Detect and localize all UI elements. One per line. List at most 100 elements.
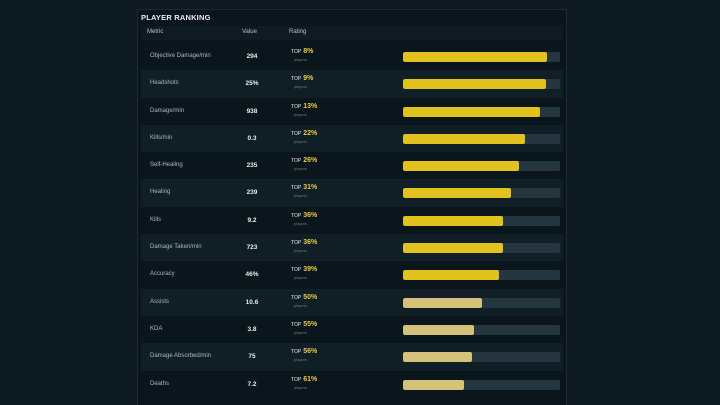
rating: TOP 26% players <box>291 157 331 172</box>
rating-sub-label: players <box>294 220 307 226</box>
percentile-bar <box>403 188 560 199</box>
metric-value: 0.3 <box>247 134 257 142</box>
percentile-bar <box>403 324 560 335</box>
percentile-bar-fill <box>403 188 512 199</box>
rating-top-label: TOP <box>291 349 302 356</box>
rating-top-label: TOP <box>291 294 302 301</box>
rating-top-label: TOP <box>291 76 302 83</box>
rating-sub-label: players <box>294 329 307 335</box>
metric-value: 10.6 <box>245 298 259 306</box>
table-row: Kills/min 0.3 TOP 22% players <box>141 124 563 153</box>
percentile-bar-fill <box>403 52 548 62</box>
table-row: Damage Absorbed/min 75 TOP 56% players <box>141 343 563 371</box>
rating: TOP 8% players <box>291 48 331 63</box>
metric-value: 3.8 <box>247 325 257 333</box>
rating: TOP 55% players <box>291 321 331 336</box>
metric-value: 9.2 <box>247 216 257 224</box>
rating-sub-label: players <box>294 302 307 308</box>
metric-label: Headshots <box>150 80 179 87</box>
table-row: Damage Taken/min 723 TOP 36% players <box>141 234 563 262</box>
table-row: Self-Healing 235 TOP 26% players <box>141 152 563 179</box>
rating-percentile: 55% <box>303 320 318 328</box>
percentile-bar-fill <box>403 270 499 281</box>
rating: TOP 56% players <box>291 348 331 363</box>
rating-percentile: 39% <box>303 266 318 274</box>
rating-sub-label: players <box>294 275 307 281</box>
rating-percentile: 13% <box>303 102 318 110</box>
percentile-bar-fill <box>403 161 520 172</box>
metric-label: Assists <box>150 298 170 305</box>
rating-percentile: 36% <box>303 239 318 247</box>
percentile-bar-fill <box>403 297 482 308</box>
percentile-bar <box>403 52 560 62</box>
table-row: Kills 9.2 TOP 36% players <box>141 207 563 234</box>
percentile-bar-fill <box>403 324 474 335</box>
rating-sub-label: players <box>294 357 307 363</box>
metric-label: Kills/min <box>150 134 173 141</box>
metric-value: 46% <box>245 271 259 279</box>
rating: TOP 22% players <box>291 130 331 145</box>
percentile-bar <box>403 352 560 363</box>
metric-label: Objective Damage/min <box>150 53 211 59</box>
column-header-metric: Metric <box>147 29 164 35</box>
rating-sub-label: players <box>294 84 307 90</box>
rating-top-label: TOP <box>291 212 302 219</box>
metric-label: Damage/min <box>150 107 185 114</box>
metric-label: Accuracy <box>150 271 175 278</box>
metric-value: 75 <box>248 353 256 361</box>
column-header-rating: Rating <box>289 29 307 35</box>
rating-sub-label: players <box>294 138 307 144</box>
metric-label: Kills <box>150 216 162 223</box>
rating-top-label: TOP <box>291 49 302 55</box>
table-row: Headshots 25% TOP 9% players <box>141 70 563 98</box>
metric-value: 7.2 <box>247 380 257 388</box>
percentile-bar <box>403 79 560 90</box>
player-ranking-panel: PLAYER RANKING Metric Value Rating Objec… <box>137 9 567 405</box>
metric-value: 938 <box>246 107 258 115</box>
rating-top-label: TOP <box>291 158 302 165</box>
percentile-bar-fill <box>403 352 473 363</box>
percentile-bar-fill <box>403 243 504 254</box>
table-row: KDA 3.8 TOP 55% players <box>141 316 563 343</box>
rating-sub-label: players <box>294 248 307 254</box>
rating-percentile: 56% <box>303 348 318 356</box>
percentile-bar <box>403 243 560 254</box>
rating-percentile: 8% <box>303 48 314 55</box>
rating-percentile: 9% <box>303 75 314 83</box>
rating-percentile: 22% <box>303 129 318 137</box>
rating-sub-label: players <box>294 384 307 390</box>
rating: TOP 31% players <box>291 184 331 199</box>
rating: TOP 50% players <box>291 294 331 309</box>
rating-sub-label: players <box>294 193 307 199</box>
rating-percentile: 36% <box>303 211 318 219</box>
percentile-bar <box>403 297 560 308</box>
metric-value: 294 <box>246 53 258 60</box>
rating-percentile: 61% <box>303 375 318 383</box>
percentile-bar-fill <box>403 379 465 390</box>
table-header: Metric Value Rating <box>141 26 563 40</box>
table-row: Damage/min 938 TOP 13% players <box>141 98 563 125</box>
rating: TOP 13% players <box>291 103 331 118</box>
table-row: Healing 239 TOP 31% players <box>141 179 563 207</box>
rating-percentile: 31% <box>303 184 318 192</box>
metric-label: KDA <box>150 325 163 332</box>
rating: TOP 61% players <box>291 376 331 391</box>
table-row: Deaths 7.2 TOP 61% players <box>141 371 563 398</box>
metric-value: 239 <box>246 189 258 197</box>
percentile-bar-fill <box>403 106 540 117</box>
metric-value: 235 <box>246 162 258 170</box>
metric-label: Deaths <box>150 380 170 387</box>
percentile-bar-fill <box>403 79 546 90</box>
metric-label: Damage Absorbed/min <box>150 353 212 360</box>
percentile-bar <box>403 215 560 226</box>
metric-label: Healing <box>150 189 171 196</box>
rating-top-label: TOP <box>291 321 302 328</box>
percentile-bar <box>403 379 560 390</box>
percentile-bar <box>403 161 560 172</box>
rating-top-label: TOP <box>291 103 302 110</box>
rating-percentile: 26% <box>303 157 318 165</box>
table-row: Objective Damage/min 294 TOP 8% players <box>141 43 563 70</box>
panel-title: PLAYER RANKING <box>141 13 211 22</box>
percentile-bar-fill <box>403 215 504 226</box>
percentile-bar-fill <box>403 133 526 144</box>
